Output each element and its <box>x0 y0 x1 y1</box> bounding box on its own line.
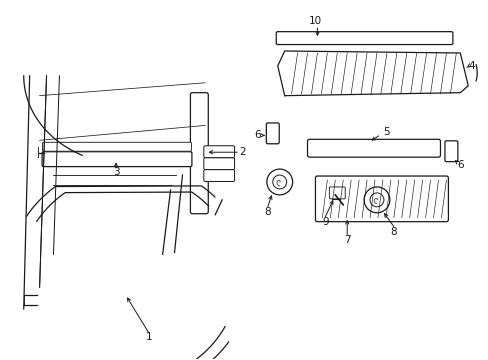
Text: 4: 4 <box>468 61 474 71</box>
Text: 7: 7 <box>343 234 350 244</box>
Text: 1: 1 <box>145 332 152 342</box>
Text: 6: 6 <box>456 160 463 170</box>
FancyBboxPatch shape <box>444 141 457 162</box>
FancyBboxPatch shape <box>315 176 447 222</box>
Text: 5: 5 <box>383 127 389 138</box>
Text: 8: 8 <box>264 207 270 217</box>
Circle shape <box>364 187 389 213</box>
Circle shape <box>369 193 383 207</box>
FancyBboxPatch shape <box>42 142 191 151</box>
Text: 9: 9 <box>322 217 328 227</box>
Text: 2: 2 <box>239 147 246 157</box>
FancyBboxPatch shape <box>203 158 234 170</box>
FancyBboxPatch shape <box>328 187 345 199</box>
FancyBboxPatch shape <box>190 93 208 214</box>
Circle shape <box>272 175 286 189</box>
Polygon shape <box>277 51 468 96</box>
Circle shape <box>266 169 292 195</box>
Text: 3: 3 <box>112 167 119 177</box>
Text: 6: 6 <box>254 130 261 140</box>
Text: 8: 8 <box>390 226 396 237</box>
FancyBboxPatch shape <box>203 170 234 181</box>
FancyBboxPatch shape <box>266 123 279 144</box>
FancyBboxPatch shape <box>307 139 440 157</box>
Text: 10: 10 <box>308 16 322 26</box>
FancyBboxPatch shape <box>276 32 452 45</box>
FancyBboxPatch shape <box>42 152 191 167</box>
FancyBboxPatch shape <box>203 146 234 158</box>
